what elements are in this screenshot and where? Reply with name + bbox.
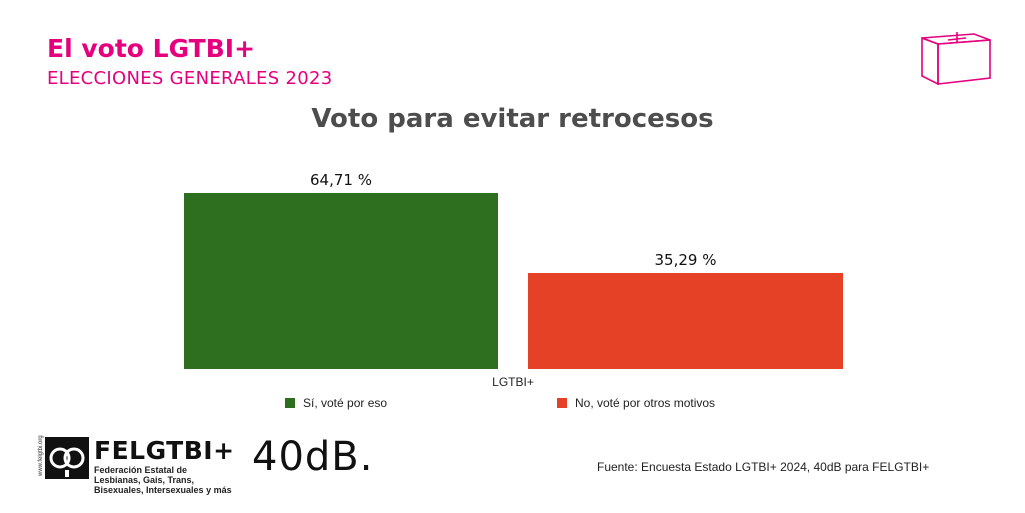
source-note: Fuente: Encuesta Estado LGTBI+ 2024, 40d… xyxy=(597,460,930,474)
legend-item-no: No, voté por otros motivos xyxy=(557,396,715,410)
bar-chart: 64,71 % 35,29 % LGTBI+ xyxy=(184,171,843,389)
org-description: Federación Estatal de Lesbianas, Gais, T… xyxy=(94,465,232,495)
legend-label-si: Sí, voté por eso xyxy=(303,396,388,410)
legend-label-no: No, voté por otros motivos xyxy=(575,396,716,410)
bar-si-label: 64,71 % xyxy=(310,171,372,189)
ballot-box-icon xyxy=(921,32,991,86)
legend-swatch-si xyxy=(285,398,295,408)
bar-no xyxy=(528,273,843,369)
brand-logo: 40dB. xyxy=(252,434,374,480)
page-title: El voto LGTBI+ xyxy=(47,34,256,63)
legend-item-si: Sí, voté por eso xyxy=(285,396,387,410)
org-web: www.felgtbi.org xyxy=(38,435,44,476)
bar-si xyxy=(184,193,498,369)
chart-title: Voto para evitar retrocesos xyxy=(311,104,714,134)
felgtbi-logo-icon xyxy=(45,437,89,479)
legend-swatch-no xyxy=(557,398,567,408)
page-subtitle: ELECCIONES GENERALES 2023 xyxy=(47,68,333,89)
category-label: LGTBI+ xyxy=(492,375,534,389)
bar-no-label: 35,29 % xyxy=(655,251,717,269)
org-name: FELGTBI+ xyxy=(94,436,235,465)
